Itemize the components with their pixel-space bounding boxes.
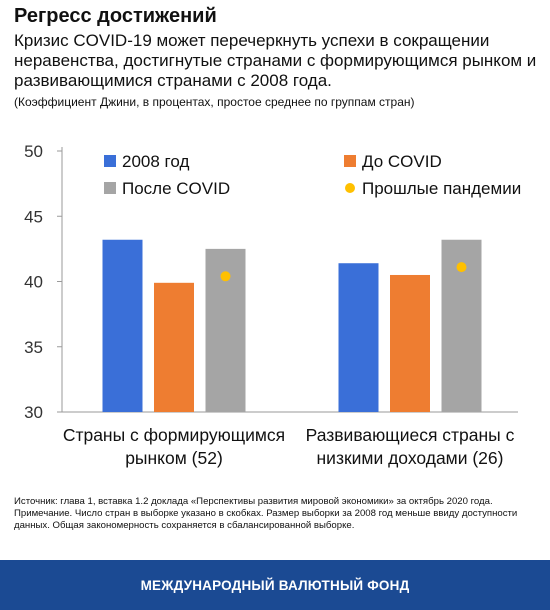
legend-swatch <box>344 155 356 167</box>
x-category-label: Развивающиеся страны с <box>306 425 515 445</box>
bar <box>338 263 379 412</box>
y-tick-label: 45 <box>24 207 43 226</box>
y-tick-label: 30 <box>24 403 43 422</box>
source-note: Источник: глава 1, вставка 1.2 доклада «… <box>14 496 493 507</box>
chart-title: Регресс достижений <box>14 5 217 27</box>
bar <box>154 282 194 412</box>
point-marker <box>456 262 467 273</box>
x-category-label: низкими доходами (26) <box>317 448 504 468</box>
methodology-note: Примечание. Число стран в выборке указан… <box>14 508 518 531</box>
legend-label: После COVID <box>122 179 230 198</box>
footer-banner: МЕЖДУНАРОДНЫЙ ВАЛЮТНЫЙ ФОНД <box>0 560 550 610</box>
bar <box>390 274 430 412</box>
units-note: (Коэффициент Джини, в процентах, простое… <box>14 95 415 109</box>
legend-swatch <box>104 182 116 194</box>
point-marker <box>220 271 231 282</box>
organization-name: МЕЖДУНАРОДНЫЙ ВАЛЮТНЫЙ ФОНД <box>140 577 410 593</box>
legend-label: 2008 год <box>122 152 189 171</box>
bar <box>102 239 143 412</box>
legend-swatch <box>345 183 355 193</box>
y-tick-label: 50 <box>24 142 43 161</box>
x-category-label: рынком (52) <box>125 448 223 468</box>
chart-subtitle: Кризис COVID-19 может перечеркнуть успех… <box>14 31 537 90</box>
legend-swatch <box>104 155 116 167</box>
legend-label: До COVID <box>362 152 442 171</box>
y-tick-label: 40 <box>24 273 43 292</box>
legend-label: Прошлые пандемии <box>362 179 521 198</box>
x-category-label: Страны с формирующимся <box>63 425 285 445</box>
bar-chart: 30 35 40 45 50 Страны с формирующимся рынком (… <box>24 142 521 468</box>
y-tick-label: 35 <box>24 338 43 357</box>
footnotes: Источник: глава 1, вставка 1.2 доклада «… <box>14 496 539 532</box>
